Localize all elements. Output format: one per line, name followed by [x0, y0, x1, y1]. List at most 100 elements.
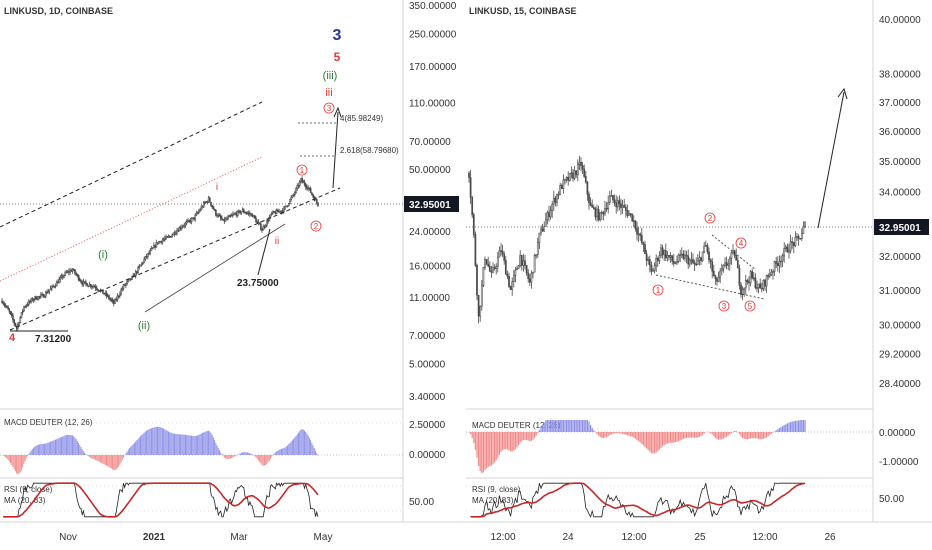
- right-candle: [528, 278, 531, 283]
- right-macd-bar: [613, 432, 616, 434]
- left-macd-bar: [20, 455, 22, 471]
- right-time-tick-0: 12:00: [490, 532, 515, 543]
- right-candle: [759, 283, 762, 289]
- right-macd-bar: [497, 432, 499, 458]
- right-macd-bar: [522, 432, 525, 441]
- left-macd-bar: [84, 452, 86, 455]
- left-candle: [110, 299, 113, 301]
- right-candle: [608, 195, 611, 203]
- right-macd-bar: [767, 432, 769, 437]
- right-macd-bar: [770, 432, 773, 434]
- left-macd-bar: [62, 436, 64, 455]
- right-candle: [669, 255, 672, 258]
- right-candle: [708, 251, 710, 261]
- right-candle: [764, 279, 766, 287]
- left-candle: [139, 264, 142, 267]
- left-macd-bar: [51, 441, 53, 455]
- left-candle: [198, 210, 200, 213]
- left-macd-bar: [81, 449, 83, 455]
- left-candle: [120, 289, 122, 295]
- left-candle: [251, 213, 254, 218]
- left-candle: [165, 236, 167, 239]
- left-macd-bar: [47, 442, 49, 455]
- right-macd-bar: [745, 432, 747, 440]
- left-candle: [134, 271, 137, 277]
- left-macd-bar: [96, 455, 98, 461]
- right-candle: [512, 274, 515, 282]
- right-macd-bar: [481, 432, 483, 473]
- left-candle: [244, 211, 246, 214]
- right-macd-bar: [500, 432, 502, 453]
- right-macd-bar: [753, 432, 755, 439]
- left-candle: [257, 221, 260, 224]
- left-macd-bar: [229, 455, 231, 459]
- left-candle: [30, 298, 33, 302]
- right-macd-bar: [506, 432, 509, 450]
- left-macd-bar: [199, 434, 201, 455]
- left-candle: [317, 202, 319, 207]
- left-candle: [240, 211, 243, 214]
- left-candle: [232, 214, 234, 216]
- right-candle: [532, 271, 534, 274]
- right-chart-pane[interactable]: 1 2 3 4 5 LINKUSD, 15, COINBASE 40.00000…: [466, 0, 932, 550]
- left-macd-bar: [70, 435, 72, 455]
- left-upper-channel: [0, 101, 263, 228]
- left-macd-bar: [148, 429, 150, 455]
- left-macd-bar: [308, 437, 310, 455]
- left-macd-bar: [251, 454, 253, 455]
- left-candle: [212, 206, 215, 210]
- left-macd-bar: [268, 455, 270, 461]
- right-candle: [519, 255, 522, 267]
- left-price-tick: 50.00000: [409, 165, 451, 176]
- right-candle: [716, 278, 718, 282]
- left-price-tick: 16.00000: [409, 261, 451, 272]
- left-macd-bar: [104, 455, 106, 465]
- left-candle: [63, 275, 65, 278]
- left-candle: [41, 293, 43, 296]
- left-candle: [252, 215, 255, 218]
- right-macd-bar: [788, 422, 790, 432]
- left-candle: [72, 269, 75, 271]
- right-chart-svg: 1 2 3 4 5 LINKUSD, 15, COINBASE 40.00000…: [466, 0, 932, 543]
- left-macd-bar: [114, 455, 116, 471]
- left-macd-bar: [293, 438, 295, 455]
- right-candle: [679, 254, 682, 257]
- left-rsi-ma-line: [3, 482, 319, 518]
- right-candle: [765, 275, 768, 287]
- wave-circle-2-left-text: 2: [314, 222, 319, 231]
- right-macd-bar: [492, 432, 494, 465]
- right-candle: [568, 173, 571, 181]
- left-candle: [71, 269, 74, 272]
- left-candle: [303, 181, 306, 186]
- left-chart-pane[interactable]: 3 5 (iii) iii 3 1 2 i ii (i) (ii) 4 4(85…: [0, 0, 466, 550]
- left-macd-bar: [18, 455, 20, 474]
- left-macd-bar: [195, 435, 197, 455]
- right-candle: [583, 168, 586, 177]
- right-macd-bar: [682, 432, 685, 439]
- right-macd-bar: [493, 432, 496, 463]
- right-candle: [776, 263, 779, 267]
- left-macd-bar: [34, 446, 36, 455]
- right-candle: [615, 202, 618, 208]
- left-macd-bar: [193, 436, 195, 455]
- left-candle: [300, 178, 302, 182]
- right-current-price-tag: [874, 219, 929, 235]
- left-macd-bar: [276, 451, 278, 455]
- right-candle: [522, 260, 525, 266]
- wave-label-i-red: i: [216, 182, 218, 193]
- left-lower-channel: [9, 187, 341, 331]
- left-candle: [269, 213, 272, 218]
- left-macd-bar: [194, 436, 196, 455]
- right-candle: [487, 263, 490, 267]
- right-candle: [623, 205, 626, 208]
- left-macd-bar: [121, 455, 123, 461]
- right-macd-bar: [633, 432, 635, 438]
- left-macd-bar: [266, 455, 268, 464]
- left-macd-bar: [201, 433, 203, 455]
- left-macd-bar: [165, 430, 167, 455]
- left-macd-bar: [231, 455, 233, 459]
- right-macd-bar: [761, 432, 763, 440]
- right-macd-bar: [474, 432, 477, 450]
- right-macd-bar: [527, 432, 529, 441]
- left-macd-bar: [240, 452, 242, 455]
